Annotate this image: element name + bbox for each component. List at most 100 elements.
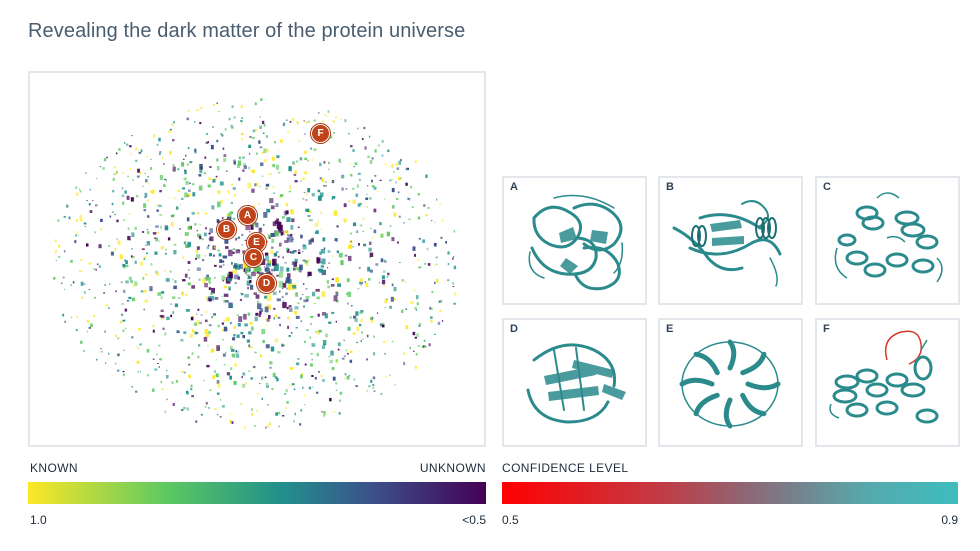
cluster-dot (216, 139, 219, 143)
cluster-dot (255, 312, 259, 316)
cluster-dot (434, 333, 436, 335)
cluster-dot (265, 255, 269, 261)
protein-universe-map[interactable]: A B E C D F (28, 71, 486, 447)
structure-card-d[interactable]: D (502, 318, 647, 447)
cluster-dot (424, 345, 427, 348)
cluster-dot (131, 248, 133, 250)
cluster-dot (268, 270, 271, 273)
cluster-dot (90, 323, 93, 327)
cluster-dot (380, 392, 383, 395)
cluster-dot (58, 244, 61, 248)
cluster-dot (198, 278, 201, 281)
cluster-dot (172, 402, 175, 406)
cluster-dot (70, 284, 72, 287)
cluster-dot (223, 157, 227, 162)
cluster-dot (368, 135, 371, 138)
cluster-dot (195, 257, 197, 260)
cluster-dot (98, 244, 102, 249)
structure-card-a[interactable]: A (502, 176, 647, 305)
cluster-dot (308, 386, 312, 390)
cluster-dot (253, 292, 257, 295)
cluster-dot (369, 256, 371, 259)
cluster-dot (150, 263, 153, 266)
cluster-dot (169, 128, 172, 131)
cluster-dot (103, 158, 107, 162)
cluster-dot (320, 211, 322, 214)
structure-card-e[interactable]: E (658, 318, 803, 447)
cluster-dot (338, 412, 341, 415)
map-marker-c[interactable]: C (244, 248, 263, 267)
cluster-dot (319, 261, 323, 264)
cluster-dot (234, 282, 237, 285)
cluster-dot (195, 420, 198, 423)
cluster-dot (144, 192, 148, 197)
cluster-dot (214, 232, 216, 234)
cluster-dot (319, 268, 324, 273)
cluster-dot (198, 321, 202, 325)
cluster-dot (331, 311, 335, 314)
cluster-dot (298, 249, 301, 252)
cluster-dot (144, 273, 148, 276)
cluster-dot (259, 125, 262, 129)
cluster-dot (139, 370, 141, 373)
cluster-dot (437, 321, 441, 325)
cluster-dot (137, 168, 140, 173)
cluster-dot (326, 280, 330, 284)
cluster-dot (371, 157, 374, 160)
cluster-dot (249, 321, 253, 325)
cluster-dot (211, 205, 215, 210)
cluster-dot (263, 159, 267, 163)
cluster-dot (304, 133, 306, 135)
cluster-dot (159, 314, 164, 318)
cluster-dot (128, 276, 132, 280)
cluster-dot (237, 160, 242, 166)
cluster-dot (274, 314, 278, 318)
cluster-dot (316, 257, 321, 263)
cluster-dot (223, 293, 229, 297)
cluster-dot (170, 222, 174, 227)
cluster-dot (248, 331, 252, 335)
cluster-dot (115, 170, 118, 174)
cluster-dot (361, 331, 363, 334)
map-marker-d[interactable]: D (257, 274, 276, 293)
cluster-dot (353, 166, 355, 168)
structure-card-f[interactable]: F (815, 318, 960, 447)
cluster-dot (228, 286, 231, 291)
cluster-dot (242, 250, 246, 254)
cluster-dot (103, 292, 106, 294)
legend-confidence-label: CONFIDENCE LEVEL (502, 461, 629, 475)
cluster-dot (223, 154, 227, 157)
structure-card-b[interactable]: B (658, 176, 803, 305)
map-marker-a[interactable]: A (238, 206, 257, 225)
protein-structure-c (834, 192, 943, 283)
cluster-dot (431, 290, 434, 293)
cluster-dot (86, 243, 89, 247)
cluster-dot (301, 373, 303, 376)
cluster-dot (322, 312, 327, 316)
cluster-dot (373, 229, 377, 234)
cluster-dot (279, 271, 284, 278)
cluster-dot (157, 231, 159, 234)
cluster-dot (294, 306, 299, 310)
cluster-dot (366, 390, 368, 392)
cluster-dot (229, 413, 231, 415)
cluster-dot (276, 155, 280, 159)
cluster-dot (265, 240, 268, 243)
cluster-dot (215, 373, 219, 378)
cluster-dot (210, 144, 214, 150)
cluster-dot (293, 388, 296, 391)
cluster-dot (147, 374, 149, 377)
cluster-dot (320, 265, 324, 268)
cluster-dot (293, 267, 296, 271)
map-marker-b[interactable]: B (217, 220, 236, 239)
structure-card-c[interactable]: C (815, 176, 960, 305)
cluster-dot (319, 162, 322, 167)
cluster-dot (196, 313, 198, 315)
cluster-dot (392, 205, 395, 209)
cluster-dot (333, 295, 338, 302)
cluster-dot (383, 341, 386, 343)
cluster-dot (371, 179, 373, 183)
map-marker-f[interactable]: F (311, 124, 330, 143)
cluster-dot (131, 297, 136, 302)
cluster-dot (57, 256, 61, 259)
